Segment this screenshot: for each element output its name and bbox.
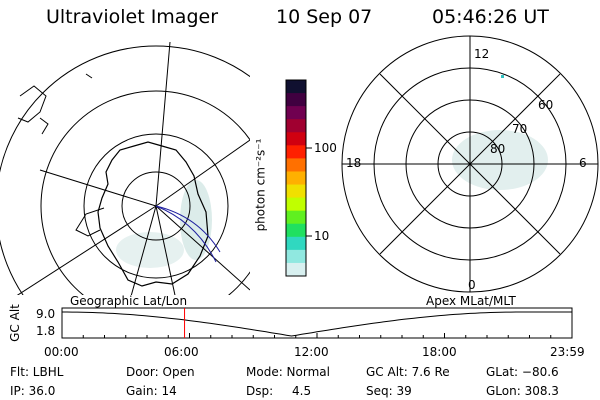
- geographic-caption: Geographic Lat/Lon: [70, 294, 188, 308]
- antarctica-coastline: [97, 141, 209, 287]
- x-tick-label: 18:00: [422, 345, 457, 359]
- satellite-track: [155, 205, 217, 263]
- colorbar-cell: [286, 262, 306, 277]
- peninsula-coastline: [75, 207, 105, 237]
- x-tick-label: 23:59: [550, 345, 585, 359]
- colorbar-cell: [286, 249, 306, 264]
- colorbar-cell: [286, 197, 306, 212]
- instrument-title: Ultraviolet Imager: [46, 6, 219, 28]
- y-axis-label: GC Alt: [7, 304, 22, 342]
- meridian-line: [155, 42, 171, 207]
- x-tick-label: 06:00: [164, 345, 199, 359]
- latitude-circle: [40, 90, 250, 295]
- x-tick-label: 12:00: [294, 345, 329, 359]
- colorbar-cell: [286, 184, 306, 199]
- x-tick-label: 00:00: [44, 345, 79, 359]
- latitude-circle: [83, 133, 229, 279]
- gain-info: Gain: 14: [126, 384, 177, 398]
- meridian-line: [39, 169, 157, 207]
- island-coastline: [39, 117, 49, 135]
- south-america-coastline: [17, 85, 47, 123]
- dsp-value: 4.5: [292, 384, 312, 398]
- apex-caption: Apex MLat/MLT: [426, 294, 516, 308]
- door-info: Door: Open: [126, 365, 195, 379]
- y-tick-label: 1.8: [36, 324, 56, 338]
- aurora-oval: [452, 130, 548, 190]
- colorbar-cell: [286, 145, 306, 159]
- colorbar-cell: [286, 132, 306, 146]
- y-tick-label: 9.0: [36, 307, 56, 321]
- mlt-label-0: 0: [468, 278, 476, 292]
- colorbar-cell: [286, 106, 306, 120]
- latitude-circle: [0, 45, 250, 295]
- colorbar-frame: [285, 79, 307, 277]
- mlt-label-12: 12: [474, 47, 490, 61]
- mlat-label-80: 80: [490, 142, 506, 156]
- colorbar-cell: [286, 210, 306, 225]
- meridian-line: [155, 139, 250, 207]
- seq-info: Seq: 39: [366, 384, 412, 398]
- colorbar-cell: [286, 93, 306, 107]
- island-coastline: [85, 73, 93, 79]
- aurora-spot: [501, 75, 504, 78]
- gc-alt-info: GC Alt: 7.6 Re: [366, 365, 450, 379]
- colorbar-tick-label: 100: [314, 141, 337, 155]
- colorbar-tick-label: 10: [314, 229, 330, 243]
- meridian-line: [130, 205, 157, 295]
- mlt-label-6: 6: [579, 156, 587, 170]
- colorbar-cell: [286, 171, 306, 186]
- date-label: 10 Sep 07: [276, 6, 373, 28]
- colorbar-cell: [286, 80, 306, 94]
- satellite-track: [155, 205, 221, 253]
- aurora-haze: [180, 180, 212, 260]
- glon-info: GLon: 308.3: [486, 384, 559, 398]
- mlat-label-70: 70: [512, 122, 528, 136]
- mlt-label-18: 18: [346, 156, 362, 170]
- meridian-line: [155, 205, 176, 295]
- dsp-label: Dsp:: [246, 384, 274, 398]
- colorbar-cell: [286, 223, 306, 238]
- time-label: 05:46:26 UT: [432, 6, 549, 28]
- latitude-circle: [121, 171, 191, 241]
- polar-diagonal: [379, 73, 561, 255]
- altitude-curve: [62, 311, 572, 337]
- glat-info: GLat: −80.6: [486, 365, 559, 379]
- meridian-line: [16, 205, 157, 295]
- ip-info: IP: 36.0: [10, 384, 56, 398]
- colorbar-cell: [286, 236, 306, 251]
- mode-info: Mode: Normal: [246, 365, 330, 379]
- filter-info: Flt: LBHL: [10, 365, 64, 379]
- mlat-label-60: 60: [538, 98, 554, 112]
- colorbar-cell: [286, 158, 306, 172]
- colorbar-cell: [286, 119, 306, 133]
